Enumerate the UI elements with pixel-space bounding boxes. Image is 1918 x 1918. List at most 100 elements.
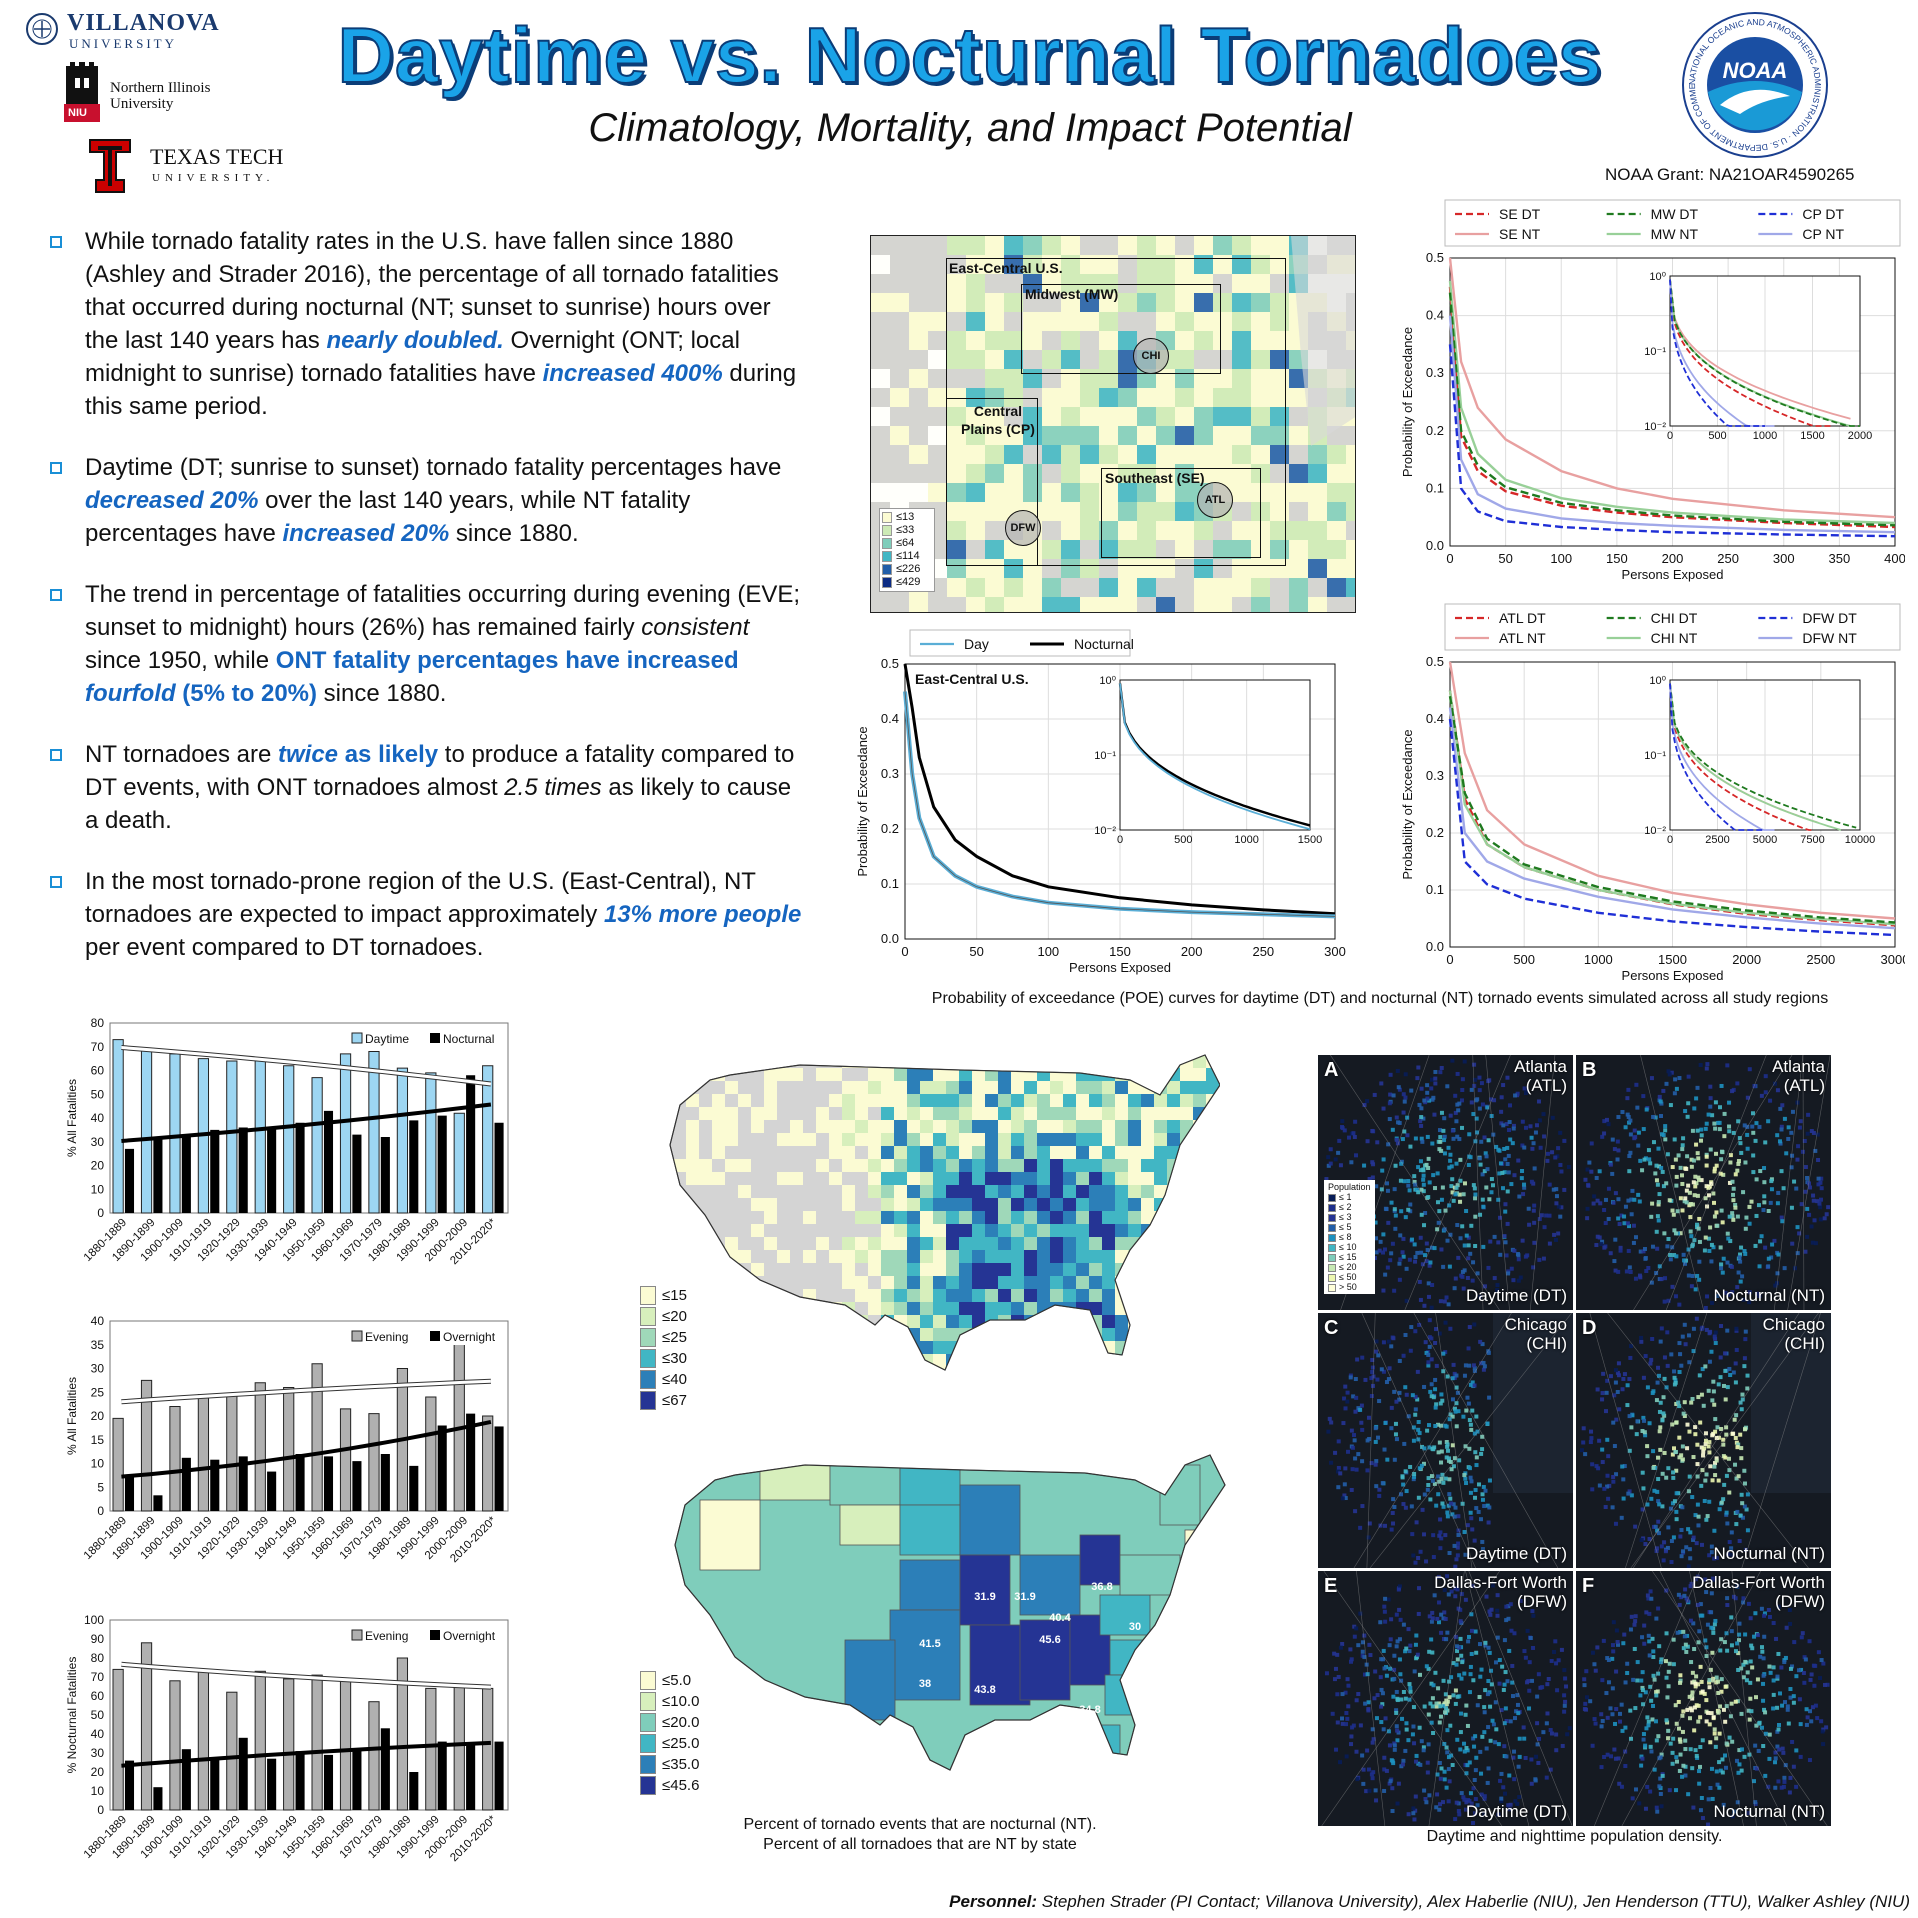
grid-cell (816, 1120, 829, 1133)
density-cell (1803, 1657, 1808, 1662)
density-cell (1602, 1207, 1607, 1212)
density-cell (1792, 1179, 1797, 1184)
grid-cell (928, 597, 947, 612)
density-cell (1693, 1174, 1698, 1179)
density-cell (1379, 1081, 1384, 1086)
density-cell (1521, 1192, 1526, 1197)
density-cell (1693, 1432, 1698, 1437)
density-cell (1734, 1522, 1739, 1527)
road-line (1741, 1313, 1821, 1568)
density-cell (1650, 1336, 1655, 1341)
grid-cell (947, 274, 966, 293)
grid-cell (1137, 521, 1156, 540)
state-shape (899, 1455, 961, 1506)
poster-title: Daytime vs. Nocturnal Tornadoes (337, 10, 1603, 100)
grid-cell (1115, 1185, 1128, 1198)
density-cell (1469, 1479, 1474, 1484)
density-cell (1418, 1168, 1423, 1173)
density-cell (1725, 1596, 1730, 1601)
grid-cell (894, 1094, 907, 1107)
population-legend: Population ≤ 1 ≤ 2 ≤ 3 ≤ 5 ≤ 8 ≤ 10 ≤ 15 ≤ 20 ≤ 5… (1324, 1180, 1375, 1294)
grid-cell (946, 1328, 959, 1341)
density-cell (1706, 1193, 1711, 1198)
density-cell (1439, 1247, 1444, 1252)
density-cell (1656, 1202, 1661, 1207)
density-cell (1703, 1305, 1708, 1310)
density-cell (1605, 1484, 1610, 1489)
legend-label: ≤114 (896, 550, 920, 562)
density-cell (1388, 1666, 1393, 1671)
x-tick-label: 300 (1773, 551, 1795, 566)
grid-cell (1167, 1289, 1180, 1302)
grid-cell (1115, 1211, 1128, 1224)
poe-caption: Probability of exceedance (POE) curves f… (931, 990, 1829, 1007)
density-cell (1671, 1535, 1676, 1540)
grid-cell (972, 1328, 985, 1341)
grid-cell (998, 1354, 1011, 1367)
density-cell (1504, 1618, 1509, 1623)
density-cell (1672, 1228, 1677, 1233)
y-tick-label: 25 (91, 1385, 105, 1399)
y-tick-label: 0.1 (1426, 882, 1444, 897)
density-cell (1739, 1768, 1744, 1773)
grid-cell (1232, 331, 1251, 350)
density-cell (1658, 1447, 1663, 1452)
state-shape (1079, 1534, 1121, 1586)
density-cell (1413, 1794, 1418, 1799)
grid-cell (946, 1380, 959, 1393)
density-cell (1687, 1716, 1692, 1721)
grid-cell (1042, 407, 1061, 426)
density-cell (1441, 1264, 1446, 1269)
grid-cell (1050, 1146, 1063, 1159)
density-cell (1645, 1715, 1650, 1720)
grid-cell (998, 1068, 1011, 1081)
density-cell (1723, 1455, 1728, 1460)
grid-cell (1180, 1237, 1193, 1250)
density-cell (1715, 1293, 1720, 1298)
grid-cell (890, 483, 909, 502)
density-cell (1428, 1701, 1433, 1706)
grid-cell (1213, 597, 1232, 612)
density-cell (1608, 1706, 1613, 1711)
density-cell (1469, 1516, 1474, 1521)
grid-cell (686, 1159, 699, 1172)
grid-cell (842, 1328, 855, 1341)
density-cell (1779, 1215, 1784, 1220)
density-cell (1680, 1505, 1685, 1510)
density-cell (1689, 1157, 1694, 1162)
density-cell (1707, 1722, 1712, 1727)
density-cell (1531, 1265, 1536, 1270)
grid-cell (712, 1172, 725, 1185)
density-cell (1605, 1656, 1610, 1661)
bar-overnight-1 (153, 1787, 163, 1810)
density-cell (1739, 1492, 1744, 1497)
grid-cell (1128, 1276, 1141, 1289)
density-cell (1681, 1252, 1686, 1257)
grid-cell (985, 274, 1004, 293)
grid-cell (1128, 1068, 1141, 1081)
grid-cell (1219, 1146, 1220, 1159)
grid-cell (1118, 521, 1137, 540)
ttu-sub: UNIVERSITY. (152, 172, 275, 184)
density-cell (1710, 1113, 1715, 1118)
density-cell (1443, 1320, 1448, 1325)
grid-cell (1289, 578, 1308, 597)
grid-cell (928, 426, 947, 445)
bar-daytime-0 (112, 1039, 124, 1214)
density-cell (1554, 1194, 1559, 1199)
grid-cell (1154, 1146, 1167, 1159)
grid-cell (1156, 293, 1175, 312)
density-cell (1446, 1503, 1451, 1508)
density-cell (1459, 1098, 1464, 1103)
density-cell (1791, 1764, 1796, 1769)
grid-cell (920, 1315, 933, 1328)
density-cell (1712, 1622, 1717, 1627)
grid-cell (1232, 521, 1251, 540)
grid-cell (1061, 426, 1080, 445)
density-cell (1616, 1756, 1621, 1761)
density-cell (1462, 1243, 1467, 1248)
grid-cell (855, 1133, 868, 1146)
y-tick-label: 5 (97, 1480, 104, 1494)
density-cell (1741, 1662, 1746, 1667)
density-cell (1416, 1611, 1421, 1616)
